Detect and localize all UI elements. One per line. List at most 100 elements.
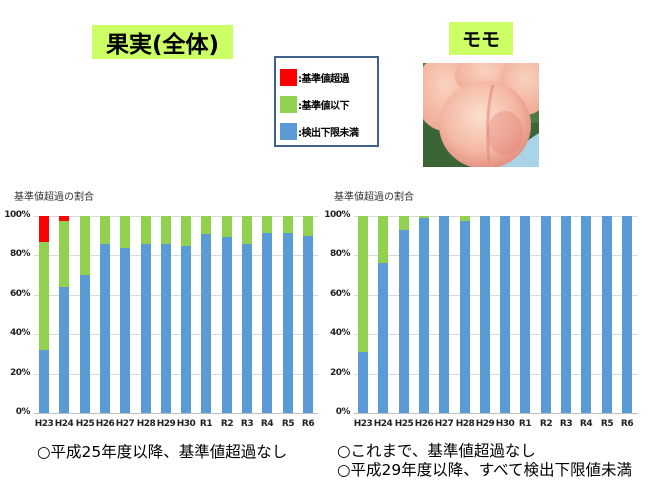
chart-title: 基準値超過の割合 <box>334 192 414 203</box>
bar-segment <box>378 216 388 264</box>
bar-segment <box>141 243 151 413</box>
y-tick-label: 40% <box>9 328 31 338</box>
gridline <box>34 334 318 335</box>
bar-segment <box>262 216 272 233</box>
bar-segment <box>283 232 293 413</box>
bar-segment <box>201 233 211 413</box>
bar-segment <box>541 216 551 413</box>
y-tick-label: 0% <box>335 407 351 417</box>
stacked-bar-R5 <box>602 216 612 413</box>
bar-segment <box>59 216 69 221</box>
peach-caption-2: ○平成29年度以降、すべて検出下限値未満 <box>337 461 633 479</box>
x-tick-label: R6 <box>301 419 315 429</box>
bar-segment <box>59 220 69 287</box>
y-tick-label: 20% <box>9 368 31 378</box>
stacked-bar-H25 <box>80 216 90 413</box>
red-swatch-icon <box>280 68 297 86</box>
legend-item-below-detection: :検出下限未満 <box>280 118 377 144</box>
legend: :基準値超過 :基準値以下 :検出下限未満 <box>274 56 379 147</box>
legend-label: :基準値超過 <box>298 73 350 85</box>
bar-segment <box>500 216 510 413</box>
legend-item-over-limit: :基準値超過 <box>280 64 377 90</box>
x-tick-label: H29 <box>475 419 495 429</box>
x-tick-label: H25 <box>75 419 95 429</box>
stacked-bar-H26 <box>100 216 110 413</box>
bar-segment <box>222 236 232 413</box>
x-tick-label: R5 <box>600 419 614 429</box>
y-tick-label: 40% <box>329 328 351 338</box>
stacked-bar-R5 <box>283 216 293 413</box>
bar-segment <box>100 243 110 413</box>
gridline <box>354 374 638 375</box>
gridline <box>34 295 318 296</box>
y-tick-label: 0% <box>15 407 31 417</box>
bar-segment <box>399 229 409 413</box>
chart-title: 基準値超過の割合 <box>14 192 94 203</box>
fruit-overall-caption: ○平成25年度以降、基準値超過なし <box>37 443 288 461</box>
stacked-bar-R6 <box>303 216 313 413</box>
bar-segment <box>222 216 232 237</box>
bar-segment <box>181 216 191 246</box>
x-tick-label: H24 <box>54 419 74 429</box>
bar-segment <box>358 216 368 352</box>
gridline <box>34 216 318 217</box>
x-tick-label: H24 <box>373 419 393 429</box>
bar-segment <box>120 247 130 413</box>
stacked-bar-R4 <box>262 216 272 413</box>
y-tick-label: 60% <box>9 289 31 299</box>
bar-segment <box>460 220 470 413</box>
bar-segment <box>399 216 409 230</box>
bar-segment <box>181 245 191 413</box>
bar-segment <box>419 217 429 413</box>
bar-segment <box>520 216 530 413</box>
x-tick-label: H27 <box>434 419 454 429</box>
gridline <box>34 413 318 414</box>
stacked-bar-H29 <box>161 216 171 413</box>
x-tick-label: H23 <box>34 419 54 429</box>
x-tick-label: H25 <box>394 419 414 429</box>
legend-item-below-limit: :基準値以下 <box>280 91 377 117</box>
x-tick-label: H28 <box>136 419 156 429</box>
bar-segment <box>303 235 313 413</box>
x-tick-label: H28 <box>455 419 475 429</box>
stacked-bar-H30 <box>500 216 510 413</box>
stacked-bar-R3 <box>561 216 571 413</box>
x-tick-label: H30 <box>495 419 515 429</box>
x-tick-label: R2 <box>539 419 553 429</box>
bar-segment <box>141 216 151 244</box>
gridline <box>354 334 638 335</box>
stacked-bar-R1 <box>520 216 530 413</box>
x-tick-label: H26 <box>414 419 434 429</box>
stacked-bar-H28 <box>141 216 151 413</box>
bar-segment <box>358 351 368 413</box>
fruit-overall-title: 果実(全体) <box>92 25 233 59</box>
x-tick-label: H30 <box>176 419 196 429</box>
bar-segment <box>561 216 571 413</box>
x-tick-label: R3 <box>559 419 573 429</box>
bar-segment <box>262 232 272 413</box>
stacked-bar-H29 <box>480 216 490 413</box>
legend-label: :基準値以下 <box>298 100 350 112</box>
gridline <box>354 295 638 296</box>
stacked-bar-H28 <box>460 216 470 413</box>
stacked-bar-H30 <box>181 216 191 413</box>
bar-segment <box>39 349 49 413</box>
x-tick-label: H27 <box>115 419 135 429</box>
bar-segment <box>581 216 591 413</box>
bar-segment <box>100 216 110 244</box>
bar-segment <box>59 286 69 413</box>
gridline <box>354 255 638 256</box>
stacked-bar-R6 <box>622 216 632 413</box>
stacked-bar-H27 <box>439 216 449 413</box>
stacked-bar-H27 <box>120 216 130 413</box>
x-tick-label: R2 <box>220 419 234 429</box>
bar-segment <box>201 216 211 234</box>
x-tick-label: H26 <box>95 419 115 429</box>
x-tick-label: H29 <box>156 419 176 429</box>
bar-segment <box>161 216 171 244</box>
legend-label: :検出下限未満 <box>298 127 359 139</box>
y-tick-label: 20% <box>329 368 351 378</box>
y-tick-label: 60% <box>329 289 351 299</box>
bar-segment <box>80 216 90 276</box>
stacked-bar-H24 <box>378 216 388 413</box>
